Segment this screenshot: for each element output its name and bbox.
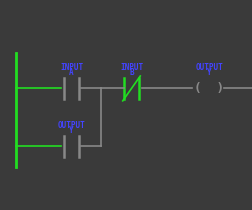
Text: Y: Y	[206, 68, 211, 77]
Text: (  ): ( )	[193, 82, 223, 95]
Text: INPUT: INPUT	[119, 63, 142, 72]
Text: OUTPUT: OUTPUT	[195, 63, 222, 72]
Text: B: B	[129, 68, 133, 77]
Text: A: A	[69, 68, 74, 77]
Text: Y: Y	[69, 126, 74, 135]
Text: INPUT: INPUT	[60, 63, 83, 72]
Text: OUTPUT: OUTPUT	[57, 121, 85, 130]
